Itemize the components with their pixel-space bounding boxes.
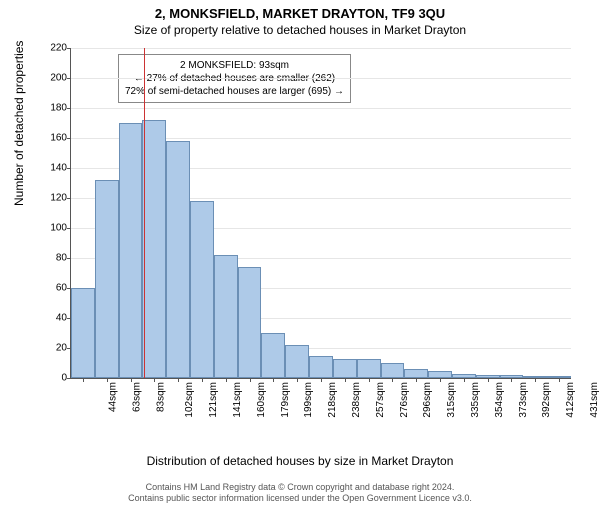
histogram-bar	[309, 356, 333, 379]
chart-subtitle: Size of property relative to detached ho…	[0, 23, 600, 37]
y-tick-label: 220	[50, 43, 67, 54]
grid-line	[71, 48, 571, 49]
y-tick-label: 200	[50, 73, 67, 84]
x-tick-mark	[416, 378, 417, 382]
x-tick-mark	[226, 378, 227, 382]
x-tick-mark	[83, 378, 84, 382]
x-tick-mark	[345, 378, 346, 382]
x-tick-mark	[250, 378, 251, 382]
x-tick-mark	[107, 378, 108, 382]
x-tick-label: 179sqm	[280, 382, 291, 418]
y-tick-mark	[67, 48, 71, 49]
x-tick-mark	[464, 378, 465, 382]
histogram-bar	[190, 201, 214, 378]
histogram-bar	[261, 333, 285, 378]
histogram-bar	[285, 345, 309, 378]
y-tick-label: 80	[56, 253, 67, 264]
histogram-bar	[142, 120, 166, 378]
x-tick-label: 354sqm	[494, 382, 505, 418]
x-tick-mark	[131, 378, 132, 382]
y-tick-label: 0	[61, 373, 67, 384]
y-tick-label: 120	[50, 193, 67, 204]
histogram-bar	[428, 371, 452, 379]
y-tick-label: 160	[50, 133, 67, 144]
histogram-bar	[381, 363, 405, 378]
x-tick-label: 335sqm	[470, 382, 481, 418]
y-tick-label: 180	[50, 103, 67, 114]
x-tick-mark	[559, 378, 560, 382]
x-tick-label: 276sqm	[399, 382, 410, 418]
x-tick-mark	[392, 378, 393, 382]
x-axis-label: Distribution of detached houses by size …	[0, 454, 600, 468]
x-tick-label: 102sqm	[184, 382, 195, 418]
y-tick-mark	[67, 378, 71, 379]
x-tick-label: 121sqm	[208, 382, 219, 418]
x-tick-mark	[154, 378, 155, 382]
x-tick-label: 199sqm	[303, 382, 314, 418]
x-tick-label: 218sqm	[327, 382, 338, 418]
x-tick-label: 257sqm	[375, 382, 386, 418]
x-tick-mark	[511, 378, 512, 382]
x-tick-label: 373sqm	[518, 382, 529, 418]
subject-marker-line	[144, 48, 145, 378]
y-axis-label: Number of detached properties	[12, 41, 26, 206]
annotation-line-1: 2 MONKSFIELD: 93sqm	[125, 59, 344, 72]
histogram-bar	[404, 369, 428, 378]
x-tick-label: 141sqm	[232, 382, 243, 418]
x-tick-label: 44sqm	[107, 382, 118, 412]
x-tick-mark	[535, 378, 536, 382]
histogram-bar	[166, 141, 190, 378]
histogram-bar	[95, 180, 119, 378]
histogram-bar	[119, 123, 143, 378]
x-tick-label: 315sqm	[446, 382, 457, 418]
histogram-bar	[333, 359, 357, 379]
y-tick-mark	[67, 198, 71, 199]
y-tick-mark	[67, 228, 71, 229]
x-tick-mark	[488, 378, 489, 382]
y-tick-label: 40	[56, 313, 67, 324]
x-tick-label: 83sqm	[155, 382, 166, 412]
chart-container: 2 MONKSFIELD: 93sqm ← 27% of detached ho…	[40, 48, 580, 428]
x-tick-mark	[178, 378, 179, 382]
x-tick-mark	[273, 378, 274, 382]
chart-title: 2, MONKSFIELD, MARKET DRAYTON, TF9 3QU	[0, 6, 600, 21]
footer-line-2: Contains public sector information licen…	[0, 493, 600, 504]
x-tick-mark	[202, 378, 203, 382]
histogram-bar	[71, 288, 95, 378]
grid-line	[71, 78, 571, 79]
y-tick-label: 60	[56, 283, 67, 294]
x-tick-mark	[297, 378, 298, 382]
x-tick-label: 296sqm	[423, 382, 434, 418]
x-tick-mark	[440, 378, 441, 382]
histogram-bar	[214, 255, 238, 378]
y-tick-label: 20	[56, 343, 67, 354]
y-tick-mark	[67, 138, 71, 139]
x-tick-label: 392sqm	[542, 382, 553, 418]
plot-area: 2 MONKSFIELD: 93sqm ← 27% of detached ho…	[70, 48, 571, 379]
x-tick-label: 412sqm	[565, 382, 576, 418]
x-tick-label: 63sqm	[131, 382, 142, 412]
histogram-bar	[238, 267, 262, 378]
annotation-line-3: 72% of semi-detached houses are larger (…	[125, 85, 344, 98]
y-tick-label: 100	[50, 223, 67, 234]
x-tick-label: 160sqm	[256, 382, 267, 418]
x-tick-label: 238sqm	[351, 382, 362, 418]
x-tick-mark	[369, 378, 370, 382]
y-tick-mark	[67, 258, 71, 259]
y-tick-mark	[67, 78, 71, 79]
footer-line-1: Contains HM Land Registry data © Crown c…	[0, 482, 600, 493]
footer-attribution: Contains HM Land Registry data © Crown c…	[0, 482, 600, 505]
y-tick-mark	[67, 108, 71, 109]
histogram-bar	[357, 359, 381, 379]
y-tick-mark	[67, 168, 71, 169]
x-tick-label: 431sqm	[589, 382, 600, 418]
y-tick-label: 140	[50, 163, 67, 174]
grid-line	[71, 108, 571, 109]
x-tick-mark	[321, 378, 322, 382]
